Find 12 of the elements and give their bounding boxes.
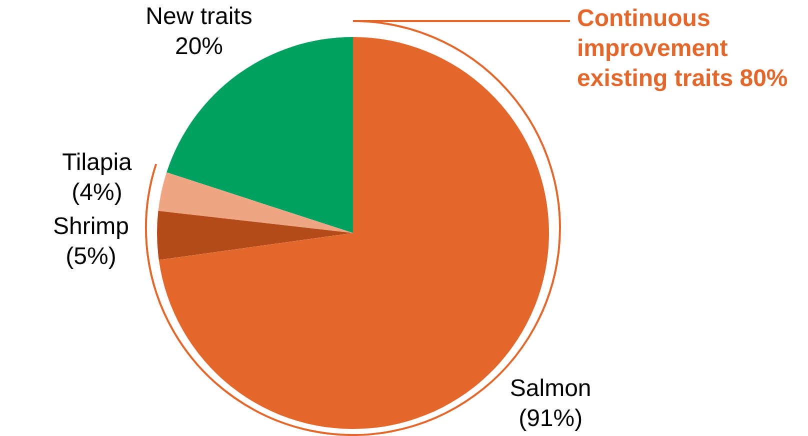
text: Continuous improvement existing traits 80% — [577, 4, 789, 94]
pie-slice — [157, 210, 353, 260]
text: (91%) — [518, 405, 583, 432]
text: (4%) — [72, 178, 122, 206]
pie-slice — [158, 172, 353, 233]
data-label: 20% — [174, 33, 224, 60]
pie-slice — [166, 37, 353, 233]
slice-label: New traits — [146, 3, 252, 30]
slice-label: Tilapia — [62, 148, 132, 176]
text: (5%) — [66, 242, 116, 270]
slice-label: Salmon — [510, 375, 592, 402]
slice-label: Shrimp — [52, 212, 130, 240]
